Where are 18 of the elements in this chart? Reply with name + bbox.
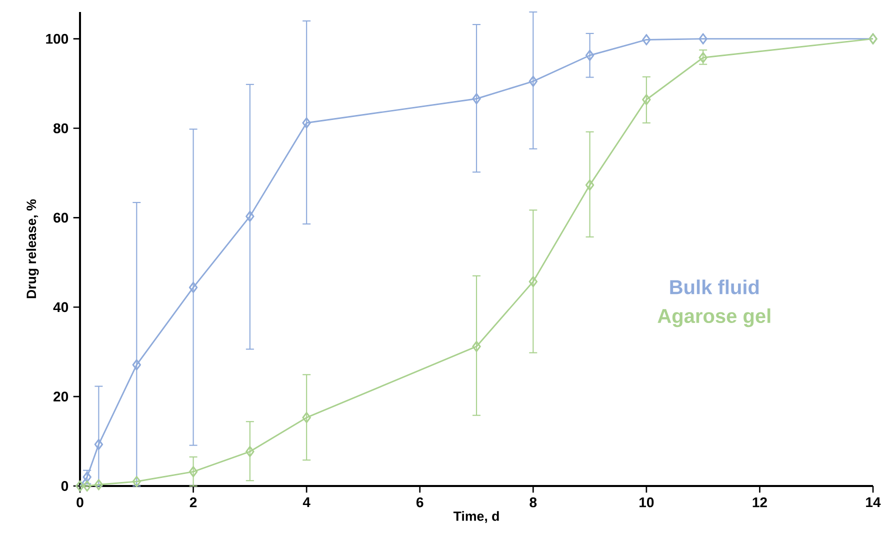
x-tick-label: 14 <box>866 497 881 508</box>
y-tick-label: 40 <box>53 302 68 312</box>
x-tick-label: 10 <box>640 497 654 508</box>
x-tick-label: 12 <box>752 497 767 508</box>
x-tick-label: 0 <box>76 497 84 508</box>
y-tick-label: 100 <box>46 34 68 44</box>
x-tick-label: 2 <box>190 497 197 508</box>
y-tick-label: 0 <box>61 481 68 491</box>
y-tick-label: 20 <box>54 392 68 402</box>
y-axis-title: Drug release, % <box>26 199 39 298</box>
x-axis-title: Time, d <box>453 511 499 523</box>
y-tick-label: 60 <box>54 212 68 223</box>
x-tick-label: 6 <box>416 497 424 508</box>
x-tick-label: 8 <box>530 497 537 508</box>
text: Agarose gel <box>658 308 770 328</box>
x-tick-label: 4 <box>302 497 310 508</box>
text: Bulk fluid <box>670 280 759 294</box>
y-tick-label: 80 <box>53 123 68 134</box>
